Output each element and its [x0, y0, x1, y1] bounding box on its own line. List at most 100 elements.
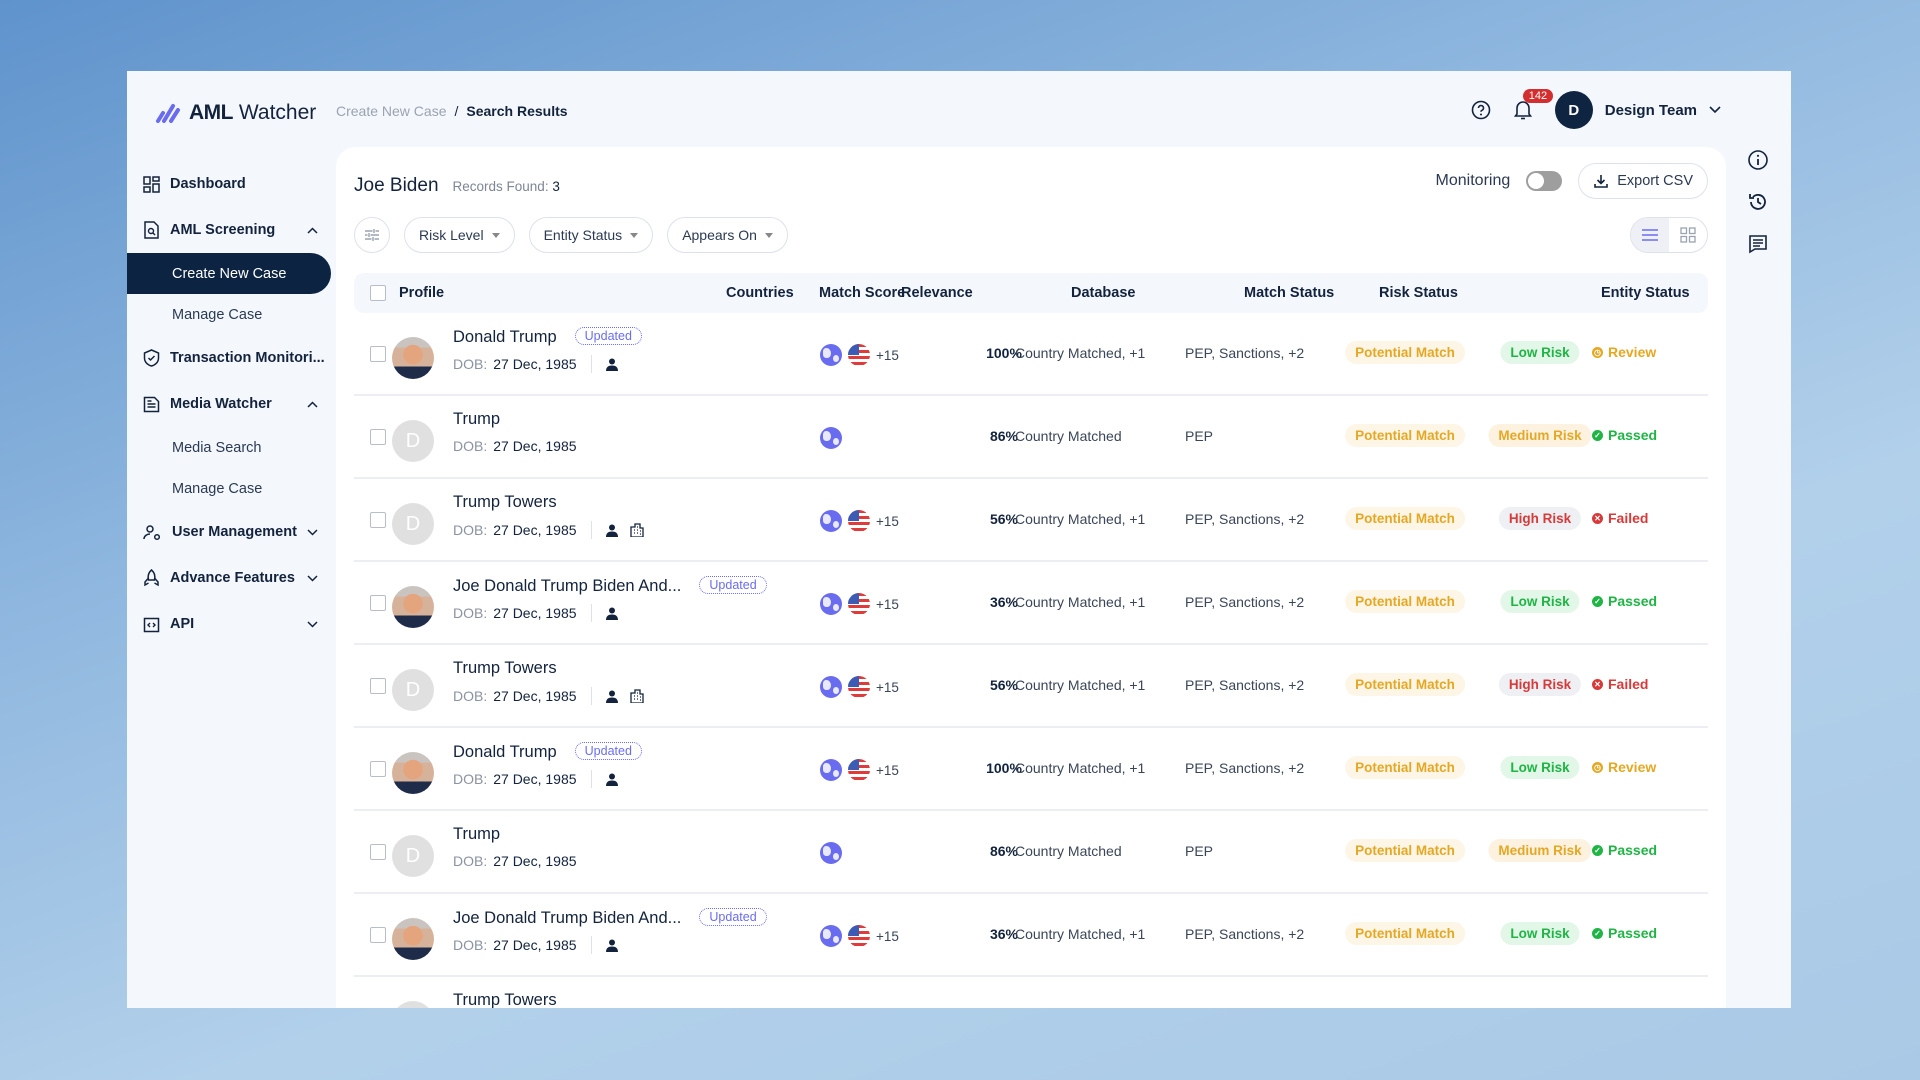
- filter-appears-on[interactable]: Appears On: [667, 217, 788, 253]
- dob-value: 27 Dec, 1985: [493, 356, 577, 372]
- row-checkbox[interactable]: [370, 429, 386, 445]
- sidebar-item-dashboard[interactable]: Dashboard: [127, 161, 332, 207]
- updated-badge: Updated: [699, 576, 767, 594]
- risk-status-badge: Low Risk: [1500, 341, 1580, 364]
- results-card: Joe Biden Records Found: 3 Monitoring Exp…: [336, 147, 1726, 1008]
- profile-name[interactable]: Trump Towers: [453, 659, 557, 677]
- export-csv-button[interactable]: Export CSV: [1578, 163, 1708, 199]
- filter-label: Appears On: [682, 227, 757, 243]
- match-status-badge: Potential Match: [1345, 673, 1465, 696]
- column-match-score: Match Score: [819, 285, 906, 301]
- passed-status-icon: ✓: [1592, 927, 1603, 939]
- risk-status-badge: Low Risk: [1500, 756, 1580, 779]
- history-icon[interactable]: [1747, 191, 1769, 213]
- relevance: Country Matched, +1: [1015, 345, 1146, 361]
- countries: [820, 427, 842, 449]
- match-status-badge: Potential Match: [1345, 424, 1465, 447]
- grid-view-button[interactable]: [1669, 218, 1707, 252]
- table-row[interactable]: D Trump DOB: 27 Dec, 1985 86% Country Matched…: [354, 396, 1708, 479]
- chevron-up-icon[interactable]: [307, 226, 318, 234]
- records-count: 3: [552, 179, 560, 194]
- profile-name-cell: Trump Towers: [453, 493, 557, 512]
- table-row[interactable]: D Trump DOB: 27 Dec, 1985 86% Country Matched…: [354, 811, 1708, 894]
- more-countries[interactable]: +15: [876, 596, 899, 612]
- page-title: Joe Biden: [354, 175, 439, 196]
- chevron-down-icon[interactable]: [307, 574, 318, 582]
- logo[interactable]: AML Watcher: [155, 101, 316, 125]
- row-checkbox[interactable]: [370, 927, 386, 943]
- view-toggle: [1630, 217, 1708, 253]
- info-icon[interactable]: [1747, 149, 1769, 171]
- monitoring-toggle[interactable]: [1526, 171, 1563, 191]
- profile-name[interactable]: Trump: [453, 825, 501, 843]
- filter-entity-status[interactable]: Entity Status: [528, 217, 654, 253]
- user-menu[interactable]: D Design Team: [1554, 91, 1721, 129]
- divider: [590, 936, 592, 954]
- sidebar-item-api[interactable]: API: [127, 601, 332, 647]
- logo-icon: [156, 104, 180, 123]
- filter-label: Risk Level: [419, 227, 484, 243]
- sidebar-item-aml-screening[interactable]: AML Screening: [127, 207, 332, 253]
- profile-name-cell: Joe Donald Trump Biden And... Updated: [453, 576, 767, 596]
- chevron-down-icon[interactable]: [307, 528, 318, 536]
- row-checkbox[interactable]: [370, 595, 386, 611]
- entity-status-label: Passed: [1608, 427, 1658, 443]
- select-all-checkbox[interactable]: [370, 285, 386, 301]
- more-countries[interactable]: +15: [876, 347, 899, 363]
- filter-settings-button[interactable]: [354, 217, 390, 253]
- column-match-status: Match Status: [1244, 285, 1335, 301]
- table-row[interactable]: Donald Trump Updated DOB: 27 Dec, 1985 +15 10…: [354, 313, 1708, 396]
- profile-name[interactable]: Joe Donald Trump Biden And...: [453, 577, 682, 595]
- row-checkbox[interactable]: [370, 512, 386, 528]
- sidebar-subitem-create-new-case[interactable]: Create New Case: [127, 253, 331, 294]
- more-countries[interactable]: +15: [876, 513, 899, 529]
- profile-name[interactable]: Trump: [453, 410, 501, 428]
- profile-name[interactable]: Donald Trump: [453, 743, 557, 761]
- table-row[interactable]: Joe Donald Trump Biden And... Updated DOB:…: [354, 562, 1708, 645]
- sidebar-item-transaction-monitori[interactable]: Transaction Monitori...: [127, 335, 332, 381]
- list-view-button[interactable]: [1631, 218, 1669, 252]
- dob-value: 27 Dec, 1985: [493, 438, 577, 454]
- database: PEP: [1185, 428, 1214, 444]
- notifications-button[interactable]: 142: [1513, 89, 1554, 121]
- breadcrumb-parent[interactable]: Create New Case: [336, 103, 447, 119]
- row-checkbox[interactable]: [370, 761, 386, 777]
- comments-icon[interactable]: [1747, 233, 1769, 255]
- table-row[interactable]: Joe Donald Trump Biden And... Updated DOB:…: [354, 894, 1708, 977]
- sidebar-item-media-watcher[interactable]: Media Watcher: [127, 381, 332, 427]
- row-checkbox[interactable]: [370, 844, 386, 860]
- row-checkbox[interactable]: [370, 346, 386, 362]
- profile-name[interactable]: Trump Towers: [453, 991, 557, 1008]
- filter-risk-level[interactable]: Risk Level: [404, 217, 515, 253]
- dob: DOB: 27 Dec, 1985: [453, 521, 656, 539]
- profile-name[interactable]: Joe Donald Trump Biden And...: [453, 909, 682, 927]
- more-countries[interactable]: +15: [876, 679, 899, 695]
- sidebar-subitem-media-search[interactable]: Media Search: [172, 439, 262, 456]
- row-checkbox[interactable]: [370, 678, 386, 694]
- sidebar-subitem-manage-case[interactable]: Manage Case: [172, 480, 263, 497]
- updated-badge: Updated: [699, 908, 767, 926]
- download-icon: [1594, 175, 1609, 188]
- sidebar-item-advance-features[interactable]: Advance Features: [127, 555, 332, 601]
- help-icon[interactable]: [1471, 100, 1491, 120]
- chevron-up-icon[interactable]: [307, 400, 318, 408]
- sidebar-item-label: Advance Features: [170, 570, 295, 586]
- profile-name[interactable]: Donald Trump: [453, 328, 557, 346]
- more-countries[interactable]: +15: [876, 762, 899, 778]
- dob-label: DOB:: [453, 771, 488, 787]
- risk-status-badge: Low Risk: [1500, 590, 1580, 613]
- table-row[interactable]: D Trump Towers: [354, 977, 1708, 1008]
- dob-label: DOB:: [453, 438, 488, 454]
- chevron-down-icon[interactable]: [307, 620, 318, 628]
- caret-down-icon: [491, 232, 500, 238]
- more-countries[interactable]: +15: [876, 928, 899, 944]
- risk-status-badge: Low Risk: [1500, 922, 1580, 945]
- review-status-icon: ◷: [1592, 346, 1603, 358]
- globe-icon: [820, 676, 842, 698]
- sidebar-subitem-manage-case[interactable]: Manage Case: [172, 306, 263, 323]
- table-row[interactable]: D Trump Towers DOB: 27 Dec, 1985 +15 56% Count…: [354, 645, 1708, 728]
- profile-name[interactable]: Trump Towers: [453, 493, 557, 511]
- sidebar-item-user-management[interactable]: User Management: [127, 509, 332, 555]
- table-row[interactable]: D Trump Towers DOB: 27 Dec, 1985 +15 56% Count…: [354, 479, 1708, 562]
- table-row[interactable]: Donald Trump Updated DOB: 27 Dec, 1985 +15 10…: [354, 728, 1708, 811]
